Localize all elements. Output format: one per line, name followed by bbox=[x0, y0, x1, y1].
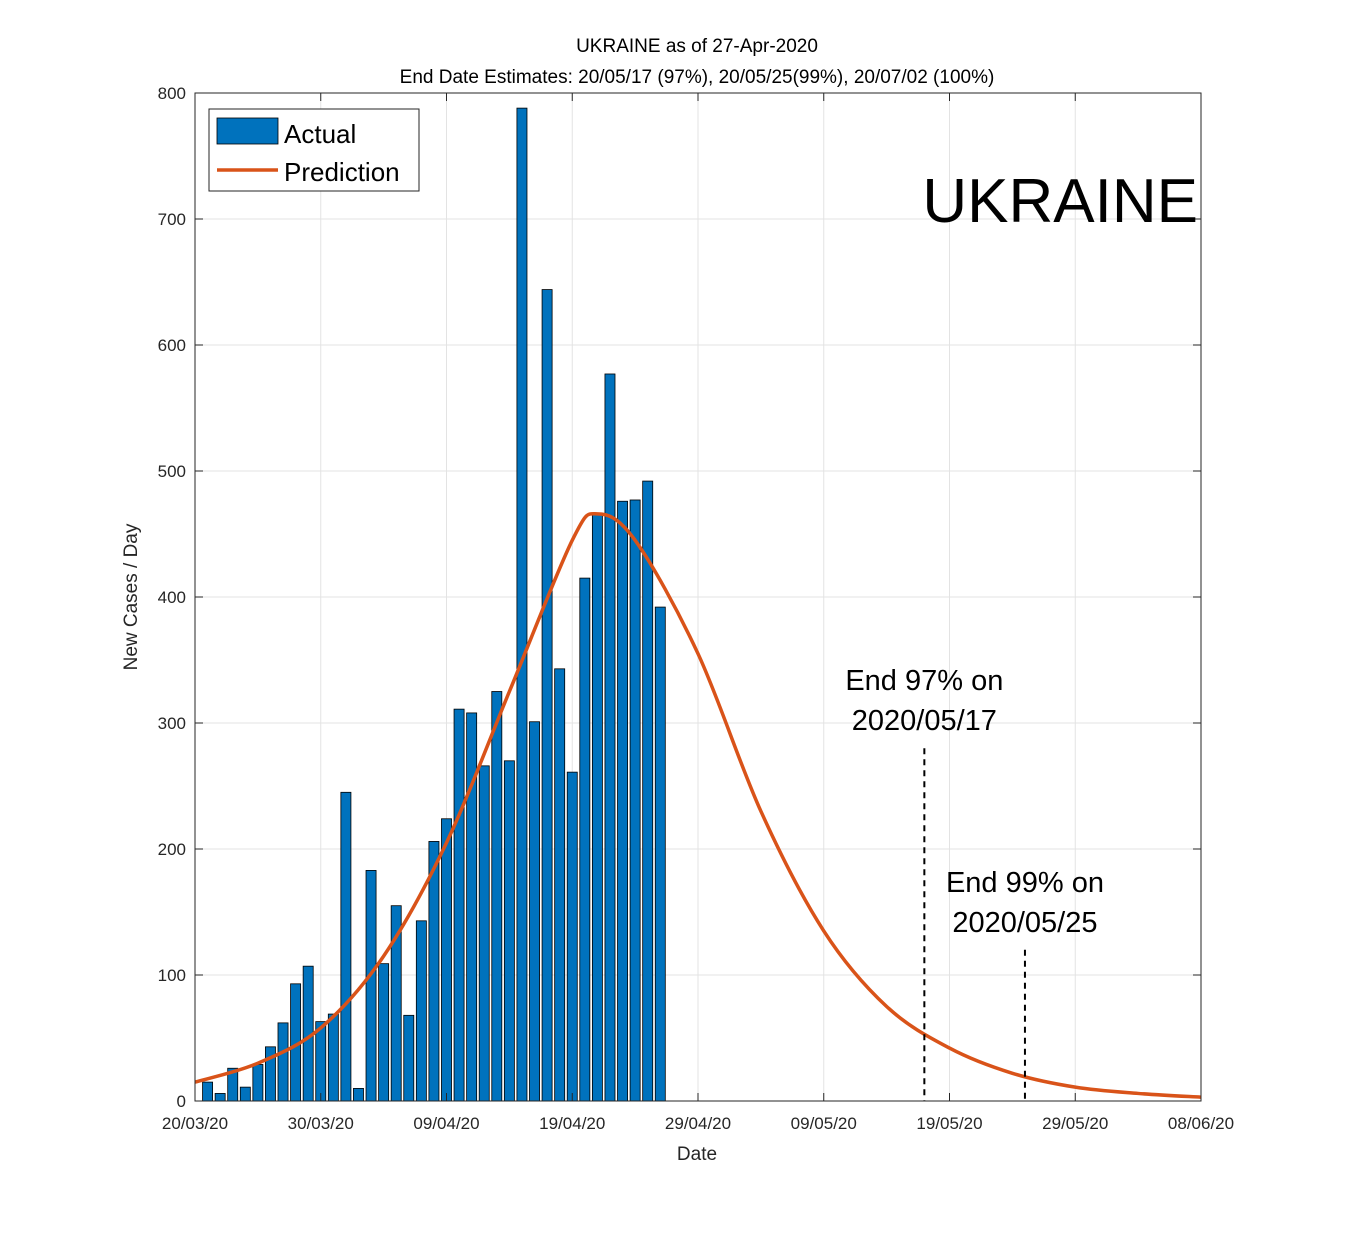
x-tick-label: 09/04/20 bbox=[413, 1114, 479, 1133]
x-tick-label: 30/03/20 bbox=[288, 1114, 354, 1133]
bars bbox=[202, 107, 678, 1102]
bar bbox=[629, 499, 641, 1102]
bar bbox=[617, 500, 628, 1102]
y-tick-label: 100 bbox=[158, 966, 186, 985]
bar bbox=[277, 1022, 289, 1102]
bar bbox=[403, 1014, 415, 1102]
end-date-annotation-text: End 99% on bbox=[946, 867, 1104, 899]
y-tick-label: 600 bbox=[158, 336, 186, 355]
bar bbox=[315, 1021, 327, 1102]
x-ticks: 20/03/20 30/03/20 09/04/20 19/04/20 29/04/20… bbox=[162, 93, 1234, 1133]
bar bbox=[415, 920, 427, 1102]
x-tick-label: 09/05/20 bbox=[791, 1114, 857, 1133]
bar bbox=[579, 577, 591, 1102]
x-tick-label: 20/03/20 bbox=[162, 1114, 228, 1133]
bar bbox=[239, 1086, 251, 1102]
bar bbox=[327, 1013, 339, 1102]
bar bbox=[503, 760, 515, 1102]
bar bbox=[365, 870, 377, 1102]
y-tick-label: 400 bbox=[158, 588, 186, 607]
bar bbox=[554, 668, 566, 1102]
end-date-annotation-text: 2020/05/17 bbox=[852, 705, 997, 737]
bar bbox=[604, 373, 616, 1102]
bar bbox=[202, 1081, 214, 1102]
prediction-line bbox=[194, 512, 1202, 1099]
y-tick-label: 700 bbox=[158, 210, 186, 229]
y-axis-label: New Cases / Day bbox=[121, 523, 142, 670]
overlay-country-label: UKRAINE bbox=[922, 167, 1198, 236]
bar bbox=[491, 691, 503, 1102]
y-tick-label: 800 bbox=[158, 84, 186, 103]
end-date-annotation-text: End 97% on bbox=[845, 665, 1003, 697]
end-date-annotation-text: 2020/05/25 bbox=[952, 907, 1097, 939]
bar bbox=[428, 841, 440, 1102]
y-tick-label: 0 bbox=[177, 1092, 186, 1111]
x-tick-label: 29/05/20 bbox=[1042, 1114, 1108, 1133]
legend-label-actual: Actual bbox=[284, 119, 356, 149]
legend-swatch-actual bbox=[216, 117, 279, 145]
chart-subtitle: End Date Estimates: 20/05/17 (97%), 20/0… bbox=[400, 67, 995, 88]
bar bbox=[441, 818, 452, 1102]
annotations: End 97% on 2020/05/17 End 99% on 2020/05/25 bbox=[845, 665, 1104, 1101]
bar bbox=[541, 289, 553, 1102]
x-tick-label: 19/05/20 bbox=[916, 1114, 982, 1133]
x-tick-label: 19/04/20 bbox=[539, 1114, 605, 1133]
y-tick-label: 300 bbox=[158, 714, 186, 733]
y-tick-label: 200 bbox=[158, 840, 186, 859]
bar bbox=[252, 1064, 264, 1102]
bar bbox=[340, 791, 352, 1102]
legend-label-prediction: Prediction bbox=[284, 157, 400, 187]
bar bbox=[516, 107, 528, 1102]
bar bbox=[478, 765, 490, 1102]
bar bbox=[466, 712, 478, 1102]
bar bbox=[353, 1088, 364, 1102]
x-axis-label: Date bbox=[677, 1144, 717, 1165]
bar bbox=[378, 963, 390, 1102]
bar bbox=[642, 480, 654, 1102]
chart-title: UKRAINE as of 27-Apr-2020 bbox=[576, 36, 818, 57]
bar bbox=[214, 1093, 226, 1102]
y-tick-label: 500 bbox=[158, 462, 186, 481]
x-tick-label: 08/06/20 bbox=[1168, 1114, 1234, 1133]
y-ticks: 0 100 200 300 400 500 600 700 800 bbox=[158, 84, 1201, 1111]
bar bbox=[453, 708, 465, 1102]
legend: Actual Prediction bbox=[208, 108, 420, 192]
x-tick-label: 29/04/20 bbox=[665, 1114, 731, 1133]
bar bbox=[566, 771, 578, 1102]
bar bbox=[654, 606, 666, 1102]
bar bbox=[529, 721, 540, 1102]
bar bbox=[591, 513, 603, 1102]
